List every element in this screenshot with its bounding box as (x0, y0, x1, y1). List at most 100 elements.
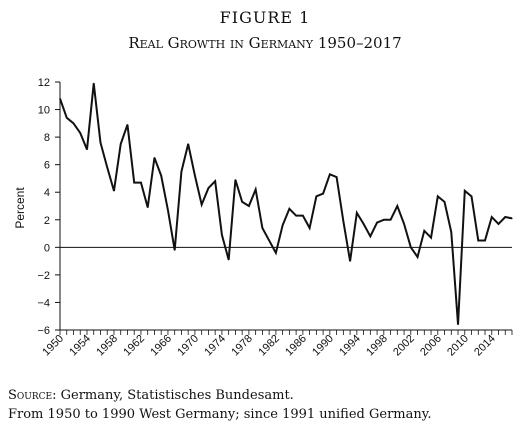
data-point (315, 195, 317, 197)
data-point (322, 193, 324, 195)
source-extra-note: From 1950 to 1990 West Germany; since 19… (8, 407, 432, 422)
data-point (383, 219, 385, 221)
x-tick-label: 1982 (256, 333, 282, 359)
data-point (470, 195, 473, 197)
data-point (491, 216, 493, 218)
data-point (464, 190, 466, 192)
data-point (255, 188, 257, 191)
x-tick-label: 1986 (283, 333, 309, 359)
data-point (309, 227, 311, 229)
x-tick-label: 1954 (67, 333, 93, 359)
data-point (113, 190, 115, 192)
data-point (477, 239, 479, 242)
x-tick-label: 1970 (175, 333, 201, 359)
data-point (356, 212, 358, 214)
data-point (174, 249, 176, 251)
data-point (153, 157, 156, 159)
y-tick-label: 6 (44, 160, 50, 172)
data-point (86, 148, 88, 151)
data-point (275, 252, 277, 254)
source-note: Source: Germany, Statistisches Bundesamt… (8, 386, 432, 424)
data-point (450, 231, 452, 233)
data-point (221, 234, 223, 236)
x-tick-label: 1994 (337, 333, 363, 359)
data-point (167, 209, 169, 211)
data-point (261, 227, 263, 229)
x-axis: 1950 1954 1958 1962 1966 1970 1974 1978 1982 1986… (40, 329, 513, 359)
data-point (248, 205, 250, 207)
x-tick-label: 1998 (364, 333, 390, 359)
data-point (120, 143, 122, 145)
data-point (362, 223, 365, 225)
data-point (282, 224, 284, 226)
data-point (133, 181, 135, 184)
data-point (329, 173, 331, 175)
data-point (241, 201, 243, 203)
data-point (389, 219, 392, 221)
data-point (443, 201, 446, 203)
data-point (349, 260, 351, 262)
data-point (201, 204, 203, 206)
source-line: Source: Germany, Statistisches Bundesamt… (8, 386, 432, 405)
data-point (376, 221, 378, 224)
data-point (93, 82, 95, 84)
data-point (295, 215, 297, 217)
x-tick-label: 1958 (94, 333, 120, 359)
y-tick-label: 4 (44, 187, 50, 199)
data-point (126, 124, 129, 126)
x-tick-label: 2002 (391, 333, 417, 359)
data-point (302, 215, 304, 217)
x-tick-label: 1974 (202, 333, 228, 359)
series-group (59, 82, 513, 326)
data-point (72, 122, 75, 124)
source-label: Source (8, 388, 53, 403)
y-tick-label: 0 (44, 242, 50, 254)
x-tick-label: 1990 (310, 333, 336, 359)
x-tick-label: 1966 (148, 333, 174, 359)
data-point (457, 323, 459, 326)
data-point (410, 246, 412, 248)
data-point (214, 180, 216, 182)
figure-label: FIGURE 1 (219, 8, 311, 27)
data-point (66, 117, 68, 119)
data-point (511, 217, 513, 219)
data-point (437, 195, 439, 197)
source-text: : Germany, Statistisches Bundesamt. (52, 388, 294, 403)
data-point (79, 132, 81, 134)
line-chart: −6 −4 −2 0 2 4 6 8 10 12 1950 1954 1958 1962 1966 1970… (13, 77, 513, 359)
y-axis-label: Percent (13, 187, 27, 229)
x-tick-label: 2010 (445, 333, 471, 359)
data-point (147, 206, 149, 208)
data-point (342, 220, 344, 222)
data-point (268, 239, 270, 242)
data-point (416, 256, 419, 258)
data-point (160, 175, 162, 177)
y-tick-label: 8 (44, 132, 50, 144)
data-point (207, 187, 210, 189)
figure-title: Real Growth in Germany 1950–2017 (128, 34, 402, 52)
y-tick-label: 12 (38, 77, 50, 89)
data-point (106, 166, 108, 169)
data-point (335, 176, 338, 178)
data-point (369, 235, 371, 237)
data-point (403, 223, 405, 225)
data-point (497, 223, 500, 225)
series-line (59, 83, 513, 325)
y-tick-label: −4 (37, 297, 50, 309)
data-point (504, 216, 506, 218)
x-tick-label: 2006 (418, 333, 444, 359)
data-point (396, 205, 398, 207)
x-tick-label: 1978 (229, 333, 255, 359)
data-point (99, 142, 102, 144)
data-point (194, 175, 196, 177)
data-point (59, 97, 61, 100)
data-point (430, 237, 432, 239)
data-point (187, 143, 189, 145)
data-point (180, 170, 183, 173)
data-point (140, 181, 142, 184)
data-point (228, 259, 230, 261)
data-point (423, 230, 425, 232)
x-tick-label: 1962 (121, 333, 147, 359)
x-tick-label: 2014 (472, 333, 498, 359)
data-point (234, 179, 237, 181)
